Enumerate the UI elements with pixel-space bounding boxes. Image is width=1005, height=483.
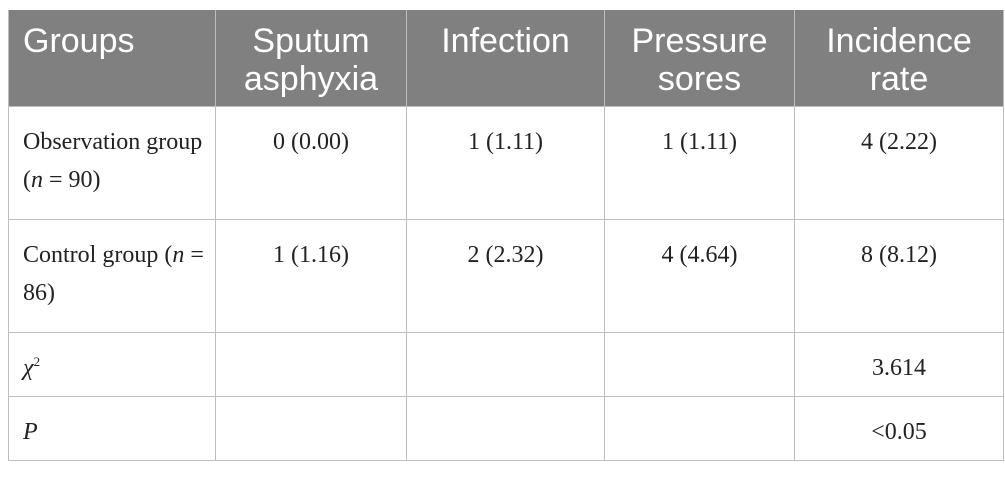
data-table: Groups Sputum asphyxia Infection Pressur… (8, 10, 1004, 461)
cell: 3.614 (794, 331, 1004, 397)
empty-cell (604, 395, 795, 461)
cell: 4 (4.64) (604, 218, 795, 333)
stat-label-cell: χ2 (8, 331, 216, 397)
cell: 2 (2.32) (406, 218, 605, 333)
text: = 90) (43, 166, 101, 193)
italic-text: n (172, 241, 185, 268)
italic-text: χ (23, 354, 34, 381)
table-row: χ2 3.614 (8, 331, 1004, 397)
cell: 1 (1.16) (215, 218, 407, 333)
table-row: Control group (n = 86) 1 (1.16) 2 (2.32)… (8, 218, 1004, 333)
table-row: Observation group (n = 90) 0 (0.00) 1 (1… (8, 105, 1004, 220)
table-row: P <0.05 (8, 395, 1004, 461)
header-cell: Sputum asphyxia (215, 10, 407, 106)
cell: 0 (0.00) (215, 105, 407, 220)
text: Control group ( (23, 241, 173, 268)
text: Observation group ( (23, 128, 203, 193)
empty-cell (215, 331, 407, 397)
empty-cell (406, 331, 605, 397)
header-cell: Pressure sores (604, 10, 795, 106)
group-cell: Control group (n = 86) (8, 218, 216, 333)
cell: 4 (2.22) (794, 105, 1004, 220)
header-row: Groups Sputum asphyxia Infection Pressur… (8, 10, 1004, 106)
text: = 86) (23, 241, 204, 306)
empty-cell (406, 395, 605, 461)
stat-label-cell: P (8, 395, 216, 461)
cell: 1 (1.11) (604, 105, 795, 220)
cell: 1 (1.11) (406, 105, 605, 220)
empty-cell (215, 395, 407, 461)
header-cell: Infection (406, 10, 605, 106)
cell: <0.05 (794, 395, 1004, 461)
empty-cell (604, 331, 795, 397)
header-cell: Incidence rate (794, 10, 1004, 106)
superscript: 2 (33, 353, 41, 369)
group-cell: Observation group (n = 90) (8, 105, 216, 220)
cell: 8 (8.12) (794, 218, 1004, 333)
italic-text: P (23, 418, 38, 445)
header-cell: Groups (8, 10, 216, 106)
italic-text: n (31, 166, 43, 193)
